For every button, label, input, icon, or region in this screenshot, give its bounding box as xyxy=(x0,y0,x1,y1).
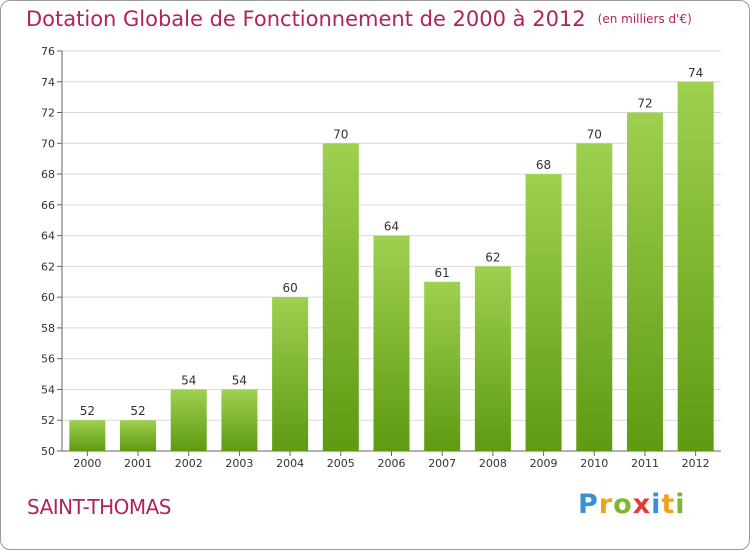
logo-letter: x xyxy=(632,489,652,520)
x-tick-label: 2002 xyxy=(175,457,203,470)
x-tick-label: 2003 xyxy=(225,457,253,470)
chart-title-text: Dotation Globale de Fonctionnement de 20… xyxy=(26,7,586,31)
bar-value-label: 54 xyxy=(181,373,196,387)
x-tick-label: 2012 xyxy=(682,457,710,470)
x-tick-label: 2005 xyxy=(327,457,355,470)
bar-2007 xyxy=(424,281,461,451)
x-tick-label: 2001 xyxy=(124,457,152,470)
bar-2000 xyxy=(69,420,106,451)
bar-value-label: 68 xyxy=(536,158,551,172)
y-tick-label: 64 xyxy=(41,230,55,243)
y-tick-label: 76 xyxy=(41,45,55,58)
y-tick-label: 58 xyxy=(41,322,55,335)
bar-value-label: 70 xyxy=(333,127,348,141)
y-tick-label: 74 xyxy=(41,76,55,89)
x-tick-label: 2007 xyxy=(428,457,456,470)
bar-value-label: 72 xyxy=(637,97,652,111)
y-tick-label: 56 xyxy=(41,353,55,366)
bar-2001 xyxy=(120,420,157,451)
y-tick-label: 68 xyxy=(41,168,55,181)
commune-name: SAINT-THOMAS xyxy=(27,495,172,519)
y-tick-label: 52 xyxy=(41,414,55,427)
bar-2006 xyxy=(373,235,410,451)
x-tick-label: 2010 xyxy=(580,457,608,470)
bar-2008 xyxy=(474,266,511,451)
x-tick-label: 2008 xyxy=(479,457,507,470)
x-tick-label: 2000 xyxy=(73,457,101,470)
y-tick-label: 66 xyxy=(41,199,55,212)
bar-value-label: 60 xyxy=(282,281,297,295)
proxiti-logo: Proxiti xyxy=(578,489,686,520)
bar-2010 xyxy=(576,143,613,452)
bar-2005 xyxy=(322,143,359,452)
logo-letter: r xyxy=(598,489,614,520)
bar-2004 xyxy=(272,297,309,451)
bar-value-label: 64 xyxy=(384,220,399,234)
bar-2009 xyxy=(525,174,562,452)
y-tick-label: 70 xyxy=(41,137,55,150)
logo-letter: P xyxy=(578,489,599,520)
x-tick-label: 2006 xyxy=(378,457,406,470)
bar-value-label: 74 xyxy=(688,66,703,80)
bar-2012 xyxy=(677,81,714,452)
y-tick-label: 54 xyxy=(41,383,55,396)
y-tick-label: 72 xyxy=(41,107,55,120)
chart-title: Dotation Globale de Fonctionnement de 20… xyxy=(26,7,692,31)
bar-value-label: 52 xyxy=(130,404,145,418)
bar-value-label: 62 xyxy=(485,250,500,264)
bar-value-label: 54 xyxy=(232,373,247,387)
bar-value-label: 70 xyxy=(587,127,602,141)
bar-value-label: 61 xyxy=(435,266,450,280)
logo-letter: i xyxy=(651,489,662,520)
logo-letter: t xyxy=(661,489,676,520)
bar-2002 xyxy=(170,389,207,451)
y-tick-label: 50 xyxy=(41,445,55,458)
bar-2003 xyxy=(221,389,258,451)
y-tick-label: 60 xyxy=(41,291,55,304)
x-tick-label: 2009 xyxy=(530,457,558,470)
logo-letter: i xyxy=(675,489,686,520)
bar-value-label: 52 xyxy=(80,404,95,418)
y-tick-label: 62 xyxy=(41,260,55,273)
unit-note: (en milliers d'€) xyxy=(597,12,692,26)
x-tick-label: 2011 xyxy=(631,457,659,470)
x-tick-label: 2004 xyxy=(276,457,304,470)
logo-letter: o xyxy=(613,489,633,520)
bar-2011 xyxy=(626,112,663,452)
